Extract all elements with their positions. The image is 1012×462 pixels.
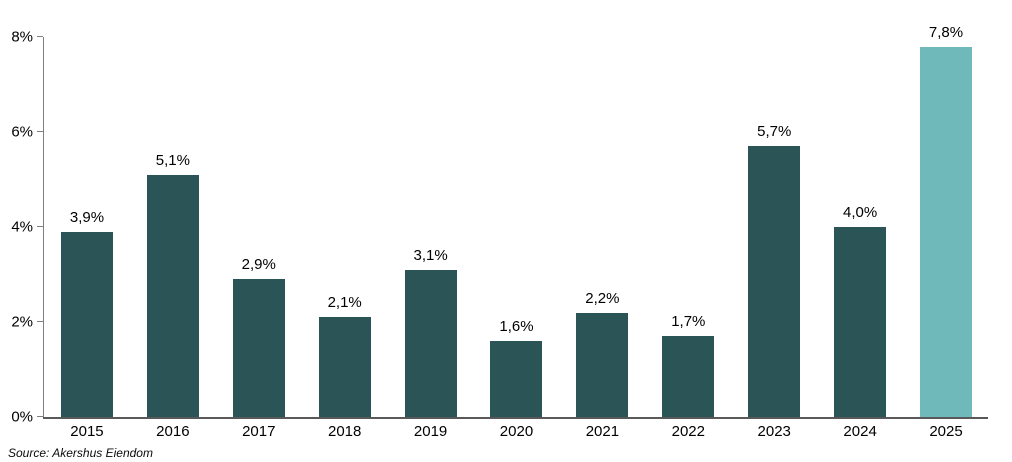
y-axis-tick xyxy=(37,226,43,227)
bar-value-label-2015: 3,9% xyxy=(69,208,105,226)
bar-value-label-2022: 1,7% xyxy=(671,313,706,331)
plot-area: 0% 2% 4% 6% 8% 3,9% 2015 5,1% 2016 2,9% 2017 2,1% 20… xyxy=(11,25,989,439)
bar-2017 xyxy=(232,279,285,417)
bar-value-label-2020: 1,6% xyxy=(499,318,534,335)
bar-value-label-2021: 2,2% xyxy=(585,289,620,307)
bar-value-label-2019: 3,1% xyxy=(413,246,448,264)
bar-slot-2022: 1,7% 2022 xyxy=(645,37,731,439)
bar-slot-2023: 5,7% 2023 xyxy=(731,37,817,439)
bar-2020 xyxy=(490,341,543,417)
bar-slot-2021: 2,2% 2021 xyxy=(559,37,645,439)
x-axis-label-2022: 2022 xyxy=(671,423,705,440)
y-axis-tick xyxy=(37,131,43,132)
bar-2015 xyxy=(60,231,113,417)
bar-value-label-2018: 2,1% xyxy=(327,294,362,312)
bar-2025 xyxy=(920,46,973,417)
x-axis-label-2015: 2015 xyxy=(70,423,104,440)
bar-2018 xyxy=(318,317,371,417)
y-axis-tick-label: 0% xyxy=(11,408,33,426)
x-axis-label-2021: 2021 xyxy=(585,423,620,440)
bar-slot-2016: 5,1% 2016 xyxy=(130,37,216,439)
bar-value-label-2016: 5,1% xyxy=(155,151,190,169)
y-axis-tick-label: 8% xyxy=(11,28,33,46)
x-axis-label-2025: 2025 xyxy=(929,423,963,440)
x-axis-label-2017: 2017 xyxy=(242,423,276,440)
x-axis-line xyxy=(43,417,988,419)
y-axis-tick xyxy=(37,321,43,322)
bar-value-label-2024: 4,0% xyxy=(843,204,878,221)
x-axis-label-2024: 2024 xyxy=(843,423,877,440)
y-axis-tick-label: 6% xyxy=(11,123,33,141)
y-axis-tick-label: 4% xyxy=(11,218,33,236)
bar-slot-2019: 3,1% 2019 xyxy=(388,37,474,439)
bar-2022 xyxy=(662,336,715,417)
bar-slot-2025: 7,8% 2025 xyxy=(903,25,989,439)
y-axis-tick xyxy=(37,416,43,417)
source-note: Source: Akershus Eiendom xyxy=(8,446,153,460)
bar-2024 xyxy=(834,227,887,417)
x-axis-label-2023: 2023 xyxy=(757,423,791,440)
bar-2023 xyxy=(748,146,801,417)
bar-slot-2024: 4,0% 2024 xyxy=(817,37,903,439)
bar-slot-2018: 2,1% 2018 xyxy=(302,37,388,439)
x-axis-label-2019: 2019 xyxy=(413,423,448,440)
bar-2021 xyxy=(576,312,629,417)
bar-slot-2017: 2,9% 2017 xyxy=(216,37,302,439)
y-axis-tick-label: 2% xyxy=(11,313,33,331)
bar-value-label-2023: 5,7% xyxy=(757,123,792,141)
bar-slot-2015: 3,9% 2015 xyxy=(44,37,130,439)
x-axis-label-2020: 2020 xyxy=(499,423,534,440)
bar-slot-2020: 1,6% 2020 xyxy=(474,37,560,439)
x-axis-label-2018: 2018 xyxy=(327,423,362,440)
x-axis-label-2016: 2016 xyxy=(156,423,190,440)
y-axis-tick xyxy=(37,36,43,37)
bar-2019 xyxy=(404,269,457,417)
bar-series: 3,9% 2015 5,1% 2016 2,9% 2017 2,1% 2018 3,1% 2019… xyxy=(44,25,989,439)
bar-value-label-2017: 2,9% xyxy=(241,256,276,274)
bar-2016 xyxy=(146,174,199,417)
bar-value-label-2025: 7,8% xyxy=(928,23,964,41)
